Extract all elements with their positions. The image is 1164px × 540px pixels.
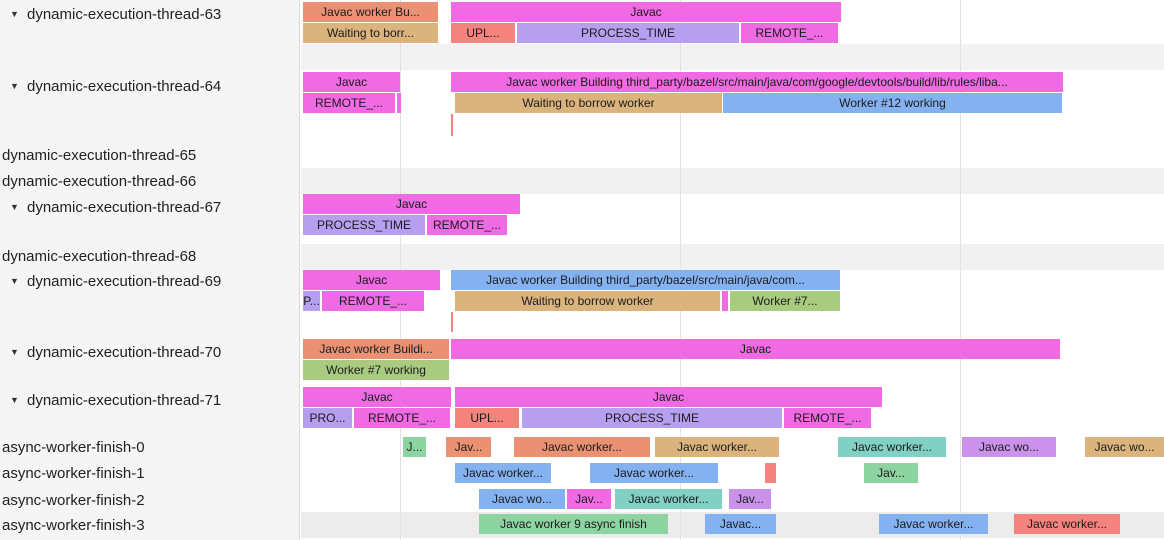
track-label-dynamic-execution-thread-69[interactable]: ▼ dynamic-execution-thread-69	[0, 270, 221, 292]
track-name: dynamic-execution-thread-64	[27, 77, 222, 95]
trace-event[interactable]: Javac	[455, 387, 882, 407]
track-name: dynamic-execution-thread-70	[27, 343, 222, 361]
trace-event[interactable]: UPL...	[451, 23, 515, 43]
trace-event[interactable]: Javac worker...	[590, 463, 718, 483]
trace-event[interactable]: Javac worker...	[1014, 514, 1120, 534]
track-label-dynamic-execution-thread-64[interactable]: ▼ dynamic-execution-thread-64	[0, 75, 221, 97]
expander-icon[interactable]: ▼	[10, 9, 19, 19]
trace-event-sliver[interactable]	[451, 114, 453, 136]
trace-event[interactable]: Javac worker Bu...	[303, 2, 438, 22]
track-label-async-worker-finish-0[interactable]: async-worker-finish-0	[0, 436, 145, 458]
trace-event[interactable]: REMOTE_...	[354, 408, 450, 428]
trace-event[interactable]: Jav...	[567, 489, 611, 509]
track-label-dynamic-execution-thread-63[interactable]: ▼ dynamic-execution-thread-63	[0, 3, 221, 25]
trace-event[interactable]: Javac wo...	[479, 489, 565, 509]
time-gridline	[960, 0, 961, 540]
trace-event[interactable]: Javac wo...	[1085, 437, 1164, 457]
track-label-async-worker-finish-1[interactable]: async-worker-finish-1	[0, 462, 145, 484]
trace-event[interactable]: Jav...	[446, 437, 491, 457]
trace-event[interactable]: Javac	[303, 387, 451, 407]
trace-event[interactable]: UPL...	[455, 408, 519, 428]
trace-event[interactable]: REMOTE_...	[303, 93, 395, 113]
track-name-panel: ▼ dynamic-execution-thread-63 ▼ dynamic-exe…	[0, 0, 300, 540]
trace-event[interactable]: Javac	[303, 72, 400, 92]
track-name: dynamic-execution-thread-69	[27, 272, 222, 290]
track-label-dynamic-execution-thread-66[interactable]: dynamic-execution-thread-66	[0, 170, 196, 192]
expander-icon[interactable]: ▼	[10, 347, 19, 357]
trace-event[interactable]: Javac	[451, 2, 841, 22]
trace-event[interactable]: Javac worker Buildi...	[303, 339, 449, 359]
trace-event[interactable]: Javac worker...	[455, 463, 551, 483]
track-label-dynamic-execution-thread-71[interactable]: ▼ dynamic-execution-thread-71	[0, 389, 221, 411]
track-name: async-worker-finish-3	[2, 516, 145, 534]
trace-event-sliver[interactable]	[451, 312, 453, 332]
track-background-band	[301, 244, 1164, 270]
track-name: dynamic-execution-thread-71	[27, 391, 222, 409]
trace-event-sliver[interactable]	[397, 93, 401, 113]
track-label-async-worker-finish-3[interactable]: async-worker-finish-3	[0, 514, 145, 536]
trace-event[interactable]: REMOTE_...	[741, 23, 838, 43]
expander-icon[interactable]: ▼	[10, 81, 19, 91]
trace-event-sliver[interactable]	[722, 291, 728, 311]
trace-event[interactable]: Jav...	[729, 489, 771, 509]
trace-event-sliver[interactable]	[765, 463, 776, 483]
trace-event[interactable]: Jav...	[864, 463, 918, 483]
trace-event[interactable]: PROCESS_TIME	[522, 408, 782, 428]
trace-event[interactable]: J...	[403, 437, 426, 457]
track-name: dynamic-execution-thread-68	[2, 247, 197, 265]
track-label-async-worker-finish-2[interactable]: async-worker-finish-2	[0, 489, 145, 511]
trace-event[interactable]: Javac	[451, 339, 1060, 359]
expander-icon[interactable]: ▼	[10, 276, 19, 286]
trace-event[interactable]: REMOTE_...	[322, 291, 424, 311]
trace-event[interactable]: Javac wo...	[962, 437, 1056, 457]
trace-event[interactable]: Worker #12 working	[723, 93, 1062, 113]
trace-event[interactable]: Waiting to borrow worker	[455, 291, 720, 311]
trace-event[interactable]: Worker #7 working	[303, 360, 449, 380]
trace-event[interactable]: Javac worker...	[838, 437, 946, 457]
track-label-dynamic-execution-thread-68[interactable]: dynamic-execution-thread-68	[0, 245, 196, 267]
trace-event[interactable]: P...	[303, 291, 320, 311]
trace-event[interactable]: REMOTE_...	[427, 215, 507, 235]
track-name: async-worker-finish-1	[2, 464, 145, 482]
trace-event[interactable]: Javac worker 9 async finish	[479, 514, 668, 534]
trace-event[interactable]: Javac worker...	[655, 437, 779, 457]
track-label-dynamic-execution-thread-67[interactable]: ▼ dynamic-execution-thread-67	[0, 196, 221, 218]
track-label-dynamic-execution-thread-70[interactable]: ▼ dynamic-execution-thread-70	[0, 341, 221, 363]
trace-event[interactable]: Javac	[303, 194, 520, 214]
trace-event[interactable]: Javac	[303, 270, 440, 290]
trace-event[interactable]: Javac worker Building third_party/bazel/…	[451, 72, 1063, 92]
track-name: dynamic-execution-thread-67	[27, 198, 222, 216]
trace-event[interactable]: Worker #7...	[730, 291, 840, 311]
track-background-band	[301, 168, 1164, 194]
trace-event[interactable]: Javac worker...	[615, 489, 722, 509]
track-name: dynamic-execution-thread-63	[27, 5, 222, 23]
track-label-dynamic-execution-thread-65[interactable]: dynamic-execution-thread-65	[0, 144, 196, 166]
track-name: dynamic-execution-thread-65	[2, 146, 197, 164]
trace-event[interactable]: Javac worker Building third_party/bazel/…	[451, 270, 840, 290]
trace-event[interactable]: Javac worker...	[514, 437, 650, 457]
track-background-band	[301, 44, 1164, 70]
trace-event[interactable]: REMOTE_...	[784, 408, 871, 428]
trace-event[interactable]: Waiting to borrow worker	[455, 93, 722, 113]
expander-icon[interactable]: ▼	[10, 202, 19, 212]
trace-event[interactable]: PROCESS_TIME	[303, 215, 425, 235]
trace-event[interactable]: Javac...	[705, 514, 776, 534]
track-name: async-worker-finish-0	[2, 438, 145, 456]
track-name: async-worker-finish-2	[2, 491, 145, 509]
expander-icon[interactable]: ▼	[10, 395, 19, 405]
trace-event[interactable]: PROCESS_TIME	[517, 23, 739, 43]
trace-event[interactable]: PRO...	[303, 408, 352, 428]
trace-event[interactable]: Waiting to borr...	[303, 23, 438, 43]
trace-event[interactable]: Javac worker...	[879, 514, 988, 534]
track-name: dynamic-execution-thread-66	[2, 172, 197, 190]
